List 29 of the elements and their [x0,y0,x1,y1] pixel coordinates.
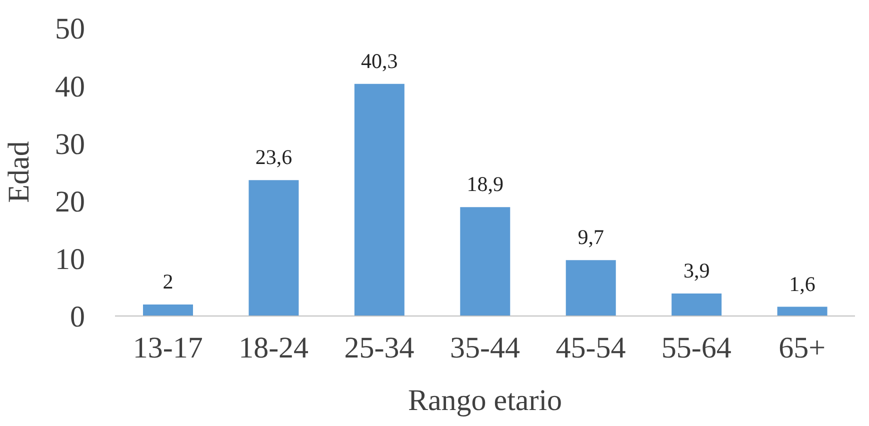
data-label: 18,9 [466,172,504,196]
x-tick-label: 65+ [778,331,826,364]
x-tick-label: 13-17 [132,331,203,364]
x-tick-label: 45-54 [556,331,626,364]
data-label: 9,7 [578,225,604,250]
x-tick-label: 25-34 [344,331,414,364]
x-axis-title: Rango etario [408,384,562,417]
y-axis-title: Edad [2,141,36,203]
y-tick-label: 40 [55,70,85,104]
x-tick-label: 35-44 [450,331,520,364]
y-tick-label: 10 [55,243,85,276]
data-label: 40,3 [361,48,398,73]
data-label: 2 [162,269,174,294]
y-tick-label: 20 [55,185,85,218]
x-tick-label: 55-64 [661,331,732,364]
bar [566,260,616,316]
bar [460,207,510,316]
data-label: 3,9 [683,258,710,283]
bar [354,84,404,316]
data-label: 1,6 [789,272,816,296]
y-tick-label: 50 [55,12,85,46]
bar [777,306,828,316]
y-tick-label: 30 [55,128,85,161]
bar [248,180,299,316]
x-tick-label: 18-24 [238,331,309,364]
data-label: 23,6 [255,145,292,170]
bar [672,294,722,316]
bar [143,304,193,316]
y-tick-label: 0 [70,300,85,334]
